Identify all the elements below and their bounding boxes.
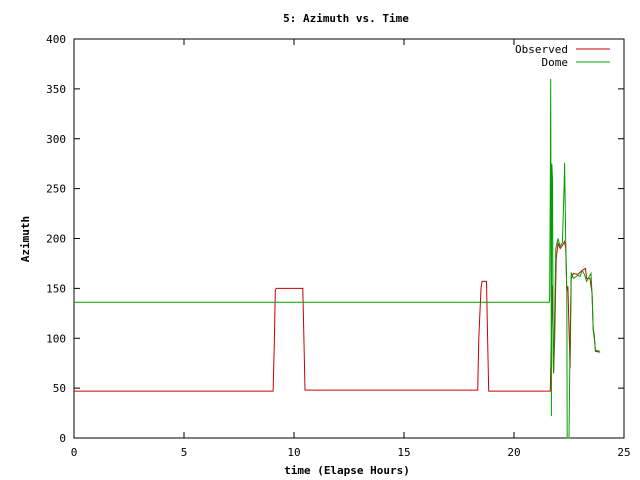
x-tick-label: 10 (287, 446, 300, 459)
x-tick-label: 20 (507, 446, 520, 459)
y-tick-label: 50 (53, 382, 66, 395)
chart-title: 5: Azimuth vs. Time (283, 12, 409, 25)
y-tick-label: 200 (46, 233, 66, 246)
legend-label-dome: Dome (542, 56, 569, 69)
series-lines (74, 78, 600, 439)
y-tick-label: 150 (46, 282, 66, 295)
series-line-dome (74, 78, 600, 439)
x-axis-label: time (Elapse Hours) (284, 464, 410, 477)
y-tick-label: 250 (46, 183, 66, 196)
y-tick-label: 100 (46, 332, 66, 345)
series-line-observed (74, 239, 600, 392)
x-tick-label: 25 (617, 446, 630, 459)
y-tick-label: 400 (46, 33, 66, 46)
x-tick-label: 15 (397, 446, 410, 459)
y-tick-label: 350 (46, 83, 66, 96)
y-axis-label: Azimuth (19, 216, 32, 262)
legend-label-observed: Observed (515, 43, 568, 56)
x-tick-label: 5 (181, 446, 188, 459)
x-tick-label: 0 (71, 446, 78, 459)
y-tick-label: 0 (59, 432, 66, 445)
plot-frame (73, 38, 625, 439)
y-tick-label: 300 (46, 133, 66, 146)
